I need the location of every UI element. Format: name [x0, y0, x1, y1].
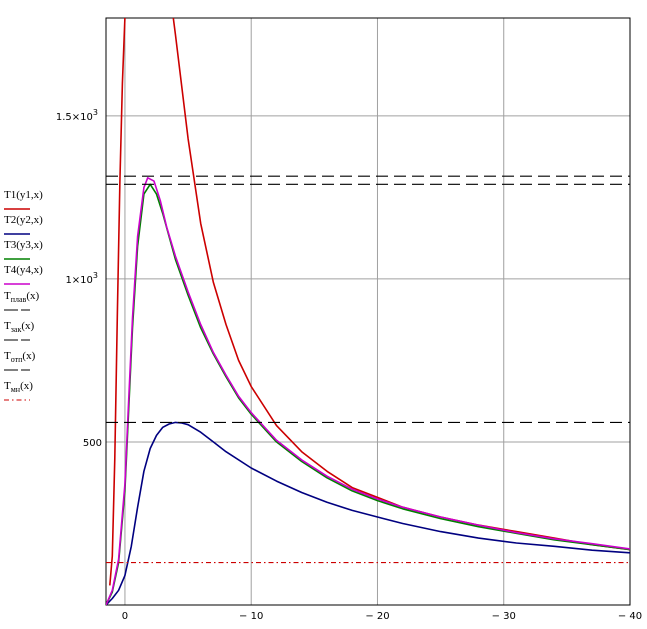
series-line-3	[106, 183, 630, 605]
legend-label: Tзак(x)	[4, 320, 35, 334]
legend-label: T2(y2,x)	[4, 214, 43, 226]
x-tick-label: − 40	[618, 611, 642, 622]
legend: T1(y1,x) T2(y2,x) T3(y3,x) T4(y4,x) Tплав(x)…	[4, 189, 43, 401]
legend-label: T3(y3,x)	[4, 239, 43, 251]
legend-label: Tплав(x)	[4, 290, 40, 304]
x-tick-label: 0	[122, 611, 128, 622]
legend-label: Tмн(x)	[4, 380, 33, 394]
legend-label: T4(y4,x)	[4, 264, 43, 276]
series-line-2	[106, 421, 630, 605]
series-lines	[106, 18, 630, 605]
legend-label: Tотп(x)	[4, 350, 36, 364]
legend-label: T1(y1,x)	[4, 189, 43, 201]
x-tick-label: − 30	[492, 611, 516, 622]
y-tick-label: 1×103	[65, 271, 98, 286]
x-tick-label: − 10	[239, 611, 263, 622]
y-tick-label: 1.5×103	[56, 108, 98, 123]
plot-frame	[105, 17, 631, 606]
tick-labels: 0 − 10 − 20 − 30 − 40 500 1×103 1.5×103	[56, 108, 642, 622]
y-tick-label: 500	[83, 438, 102, 449]
x-tick-label: − 20	[365, 611, 389, 622]
series-line-4	[106, 177, 630, 605]
